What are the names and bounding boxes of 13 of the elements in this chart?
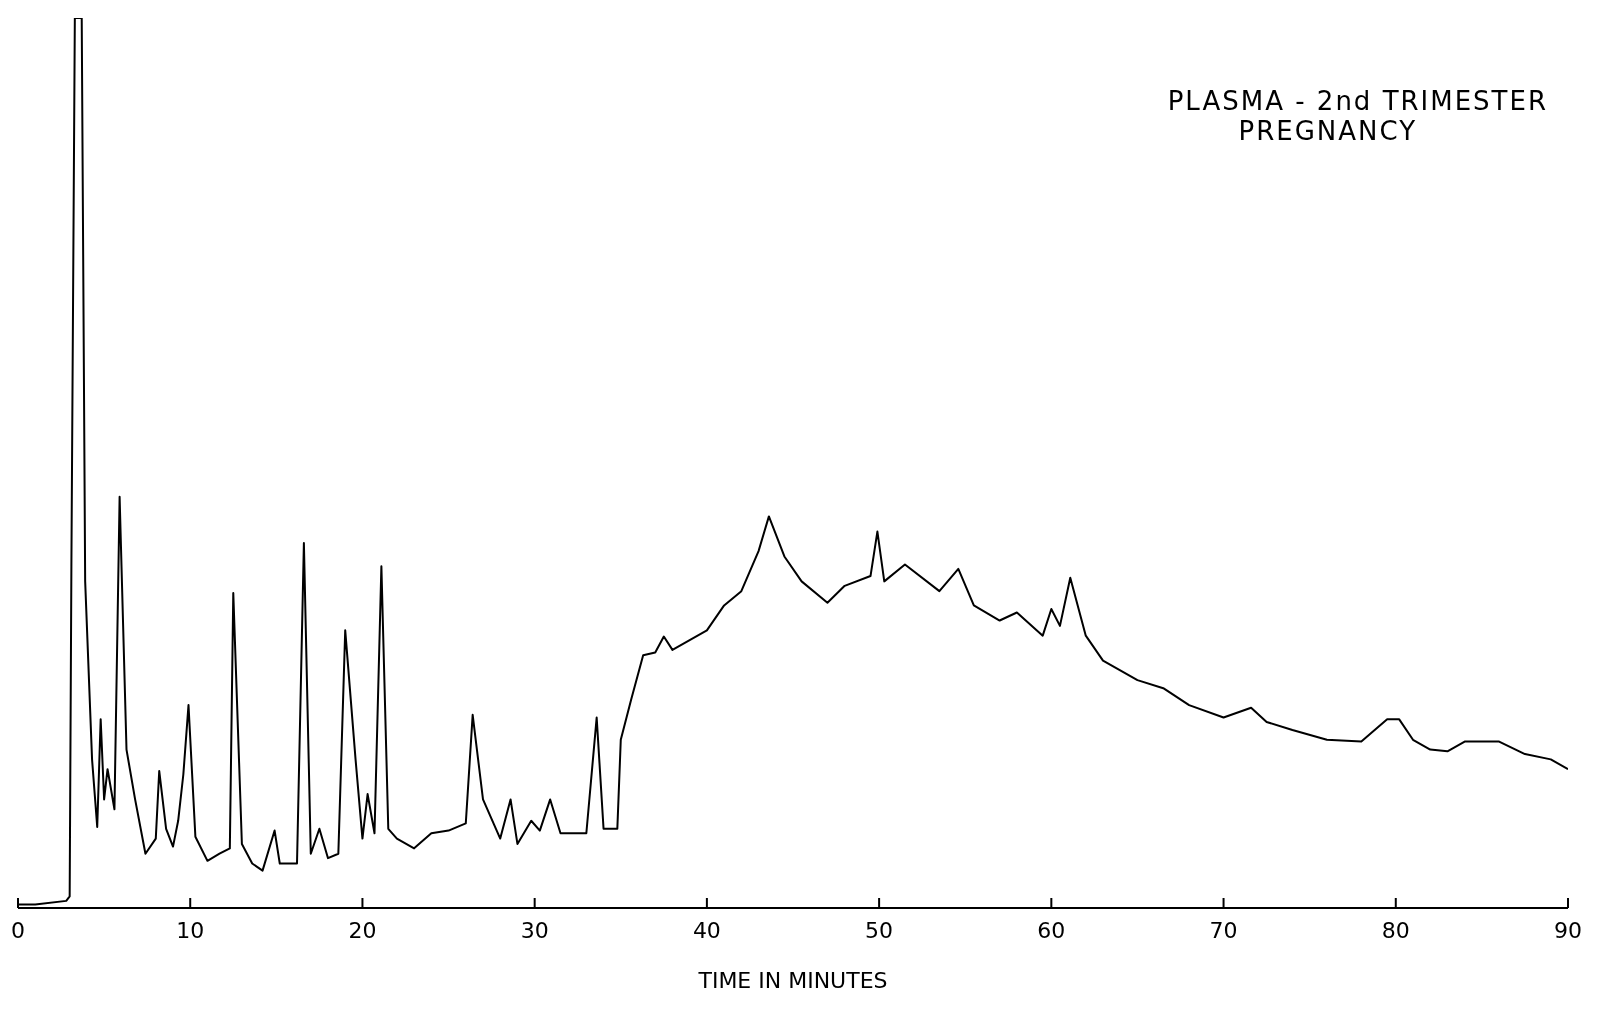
x-tick-label: 60 [1037,917,1066,943]
x-tick-label: 70 [1209,917,1238,943]
x-tick-label: 90 [1554,917,1582,943]
x-axis-title: TIME IN MINUTES [697,968,888,993]
x-tick-label: 80 [1381,917,1410,943]
text: PREGNANCY [1237,116,1419,146]
x-tick-label: 30 [520,917,549,943]
x-tick-label: 0 [11,917,25,943]
x-tick-label: 10 [176,917,205,943]
x-tick-label: 50 [865,917,894,943]
x-tick-label: 40 [692,917,721,943]
x-tick-label: 20 [348,917,377,943]
text: PLASMA - 2nd TRIMESTER [1167,86,1548,116]
